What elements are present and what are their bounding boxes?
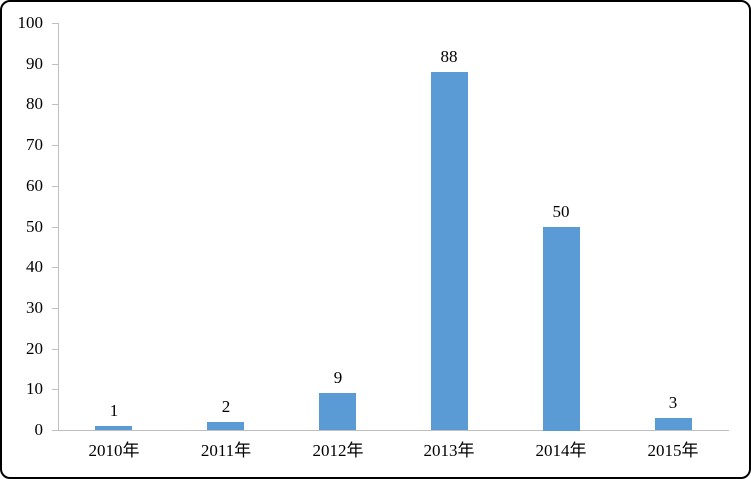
- y-axis-tick-label: 10: [26, 379, 43, 398]
- y-axis-tick-label: 0: [34, 420, 44, 439]
- y-axis-tick-label: 40: [26, 257, 43, 276]
- bar-2012年: [319, 393, 356, 430]
- y-axis-tick: [52, 64, 58, 65]
- y-axis-tick-label: 30: [26, 298, 43, 317]
- y-axis-tick: [52, 267, 58, 268]
- y-axis-tick: [52, 145, 58, 146]
- bar-2014年: [543, 227, 580, 431]
- bar-value-label: 88: [440, 47, 458, 66]
- y-axis-line: [58, 23, 59, 431]
- x-axis-category-label: 2011年: [200, 441, 252, 460]
- y-axis-tick-label: 90: [26, 54, 43, 73]
- x-axis-category-label: 2014年: [535, 441, 587, 460]
- bar-value-label: 2: [221, 397, 231, 416]
- y-axis-tick-label: 100: [17, 13, 44, 32]
- y-axis-tick: [52, 349, 58, 350]
- bar-2010年: [95, 426, 132, 430]
- y-axis-tick: [52, 308, 58, 309]
- bar-value-label: 3: [668, 393, 678, 412]
- x-axis-category-label: 2010年: [88, 441, 140, 460]
- y-axis-tick-label: 50: [26, 217, 43, 236]
- bar-value-label: 1: [109, 401, 119, 420]
- y-axis-tick: [52, 104, 58, 105]
- x-axis-line: [52, 430, 729, 431]
- y-axis-tick: [52, 23, 58, 24]
- y-axis-tick: [52, 430, 58, 431]
- y-axis-tick-label: 20: [26, 339, 43, 358]
- x-axis-category-label: 2013年: [423, 441, 475, 460]
- bar-value-label: 9: [333, 368, 343, 387]
- bar-2013年: [431, 72, 468, 430]
- x-axis-category-label: 2015年: [647, 441, 699, 460]
- y-axis-tick-label: 70: [26, 135, 43, 154]
- y-axis-tick: [52, 186, 58, 187]
- bar-2015年: [655, 418, 692, 430]
- bar-2011年: [207, 422, 244, 430]
- y-axis-tick: [52, 227, 58, 228]
- y-axis-tick: [52, 389, 58, 390]
- y-axis-tick-label: 80: [26, 94, 43, 113]
- x-axis-category-label: 2012年: [312, 441, 364, 460]
- bar-value-label: 50: [552, 202, 570, 221]
- y-axis-tick-label: 60: [26, 176, 43, 195]
